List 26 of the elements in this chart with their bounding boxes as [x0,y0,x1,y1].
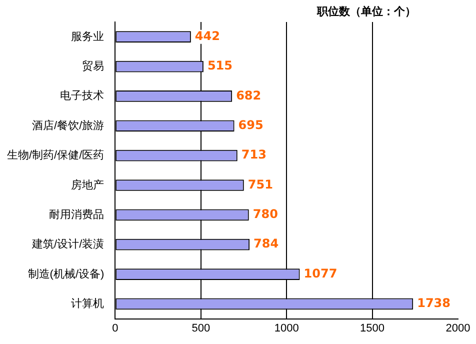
y-tick-label: 电子技术 [60,89,104,102]
data-label: 1738 [417,296,450,310]
x-tick-label: 500 [192,322,210,334]
data-label: 713 [241,148,266,162]
x-tick-label: 1500 [360,322,385,334]
y-tick-label: 贸易 [82,60,104,73]
data-label: 695 [238,118,264,132]
y-tick-label: 酒店/餐饮/旅游 [32,118,104,132]
x-tick-label: 1000 [274,322,299,334]
y-tick-label: 建筑/设计/装潢 [31,238,104,251]
x-tick-label: 0 [112,322,118,334]
y-tick-label: 房地产 [71,178,104,192]
y-tick-label: 制造(机械/设备) [28,267,104,280]
y-tick-label: 服务业 [71,30,104,43]
y-tick-label: 生物/制药/保健/医药 [6,148,104,162]
data-label: 682 [236,88,262,102]
data-label: 784 [254,236,279,251]
data-label: 780 [252,207,278,222]
data-label: 515 [207,58,233,73]
data-label: 751 [248,177,273,192]
y-tick-label: 计算机 [71,296,104,310]
data-label: 442 [194,28,220,43]
y-tick-label: 耐用消费品 [49,208,104,221]
x-tick-label: 2000 [446,322,470,334]
data-label: 1077 [304,266,338,280]
chart-title: 职位数（单位：个） [317,4,416,19]
